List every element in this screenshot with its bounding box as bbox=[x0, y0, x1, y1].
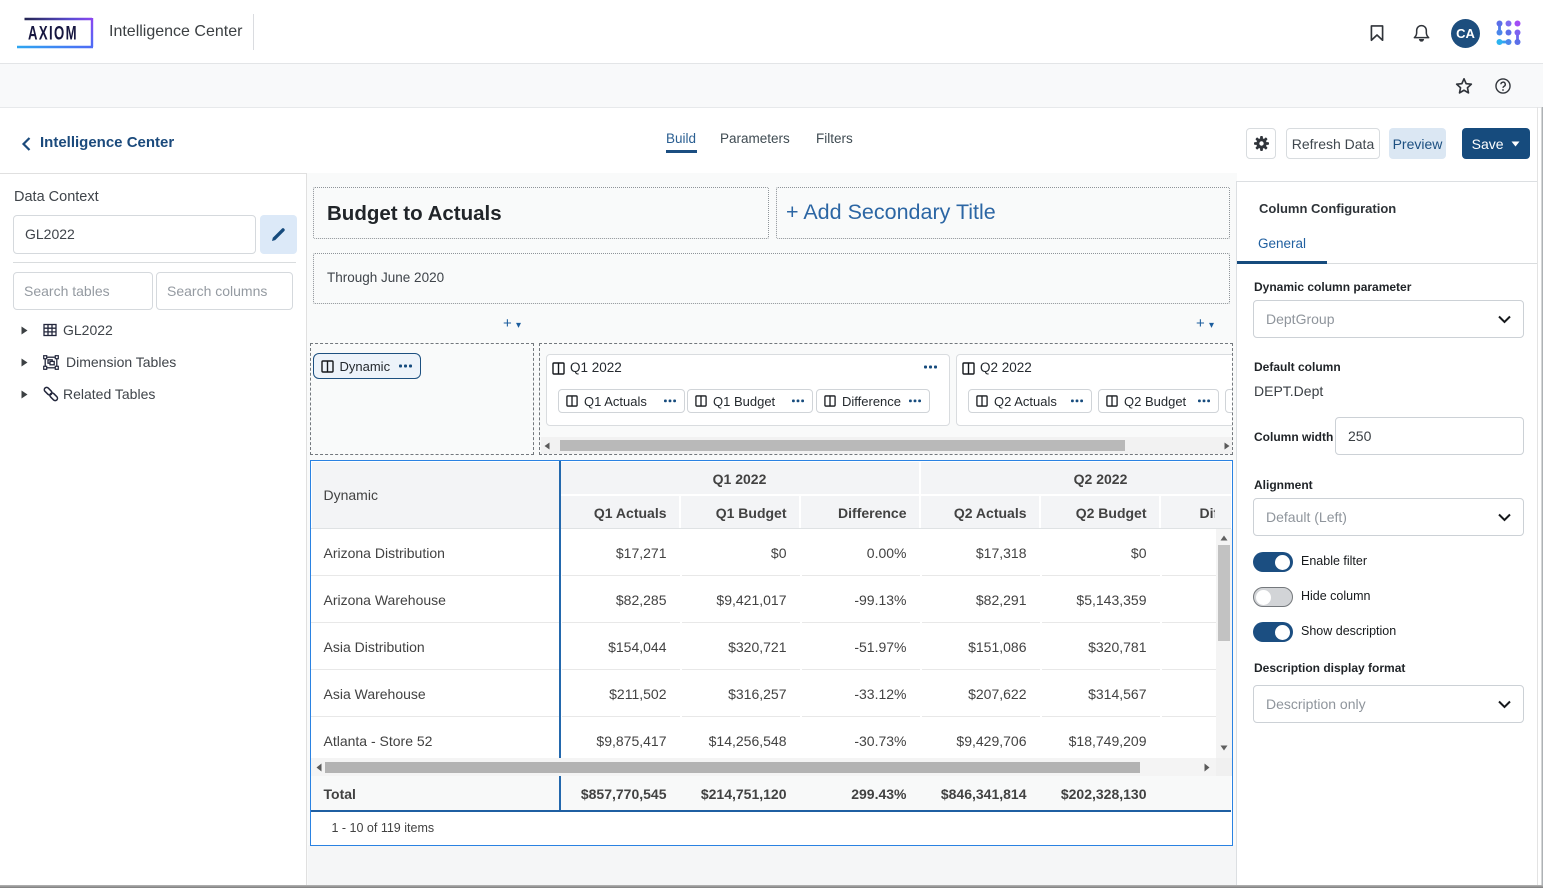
svg-text:AXIOM: AXIOM bbox=[28, 24, 78, 45]
